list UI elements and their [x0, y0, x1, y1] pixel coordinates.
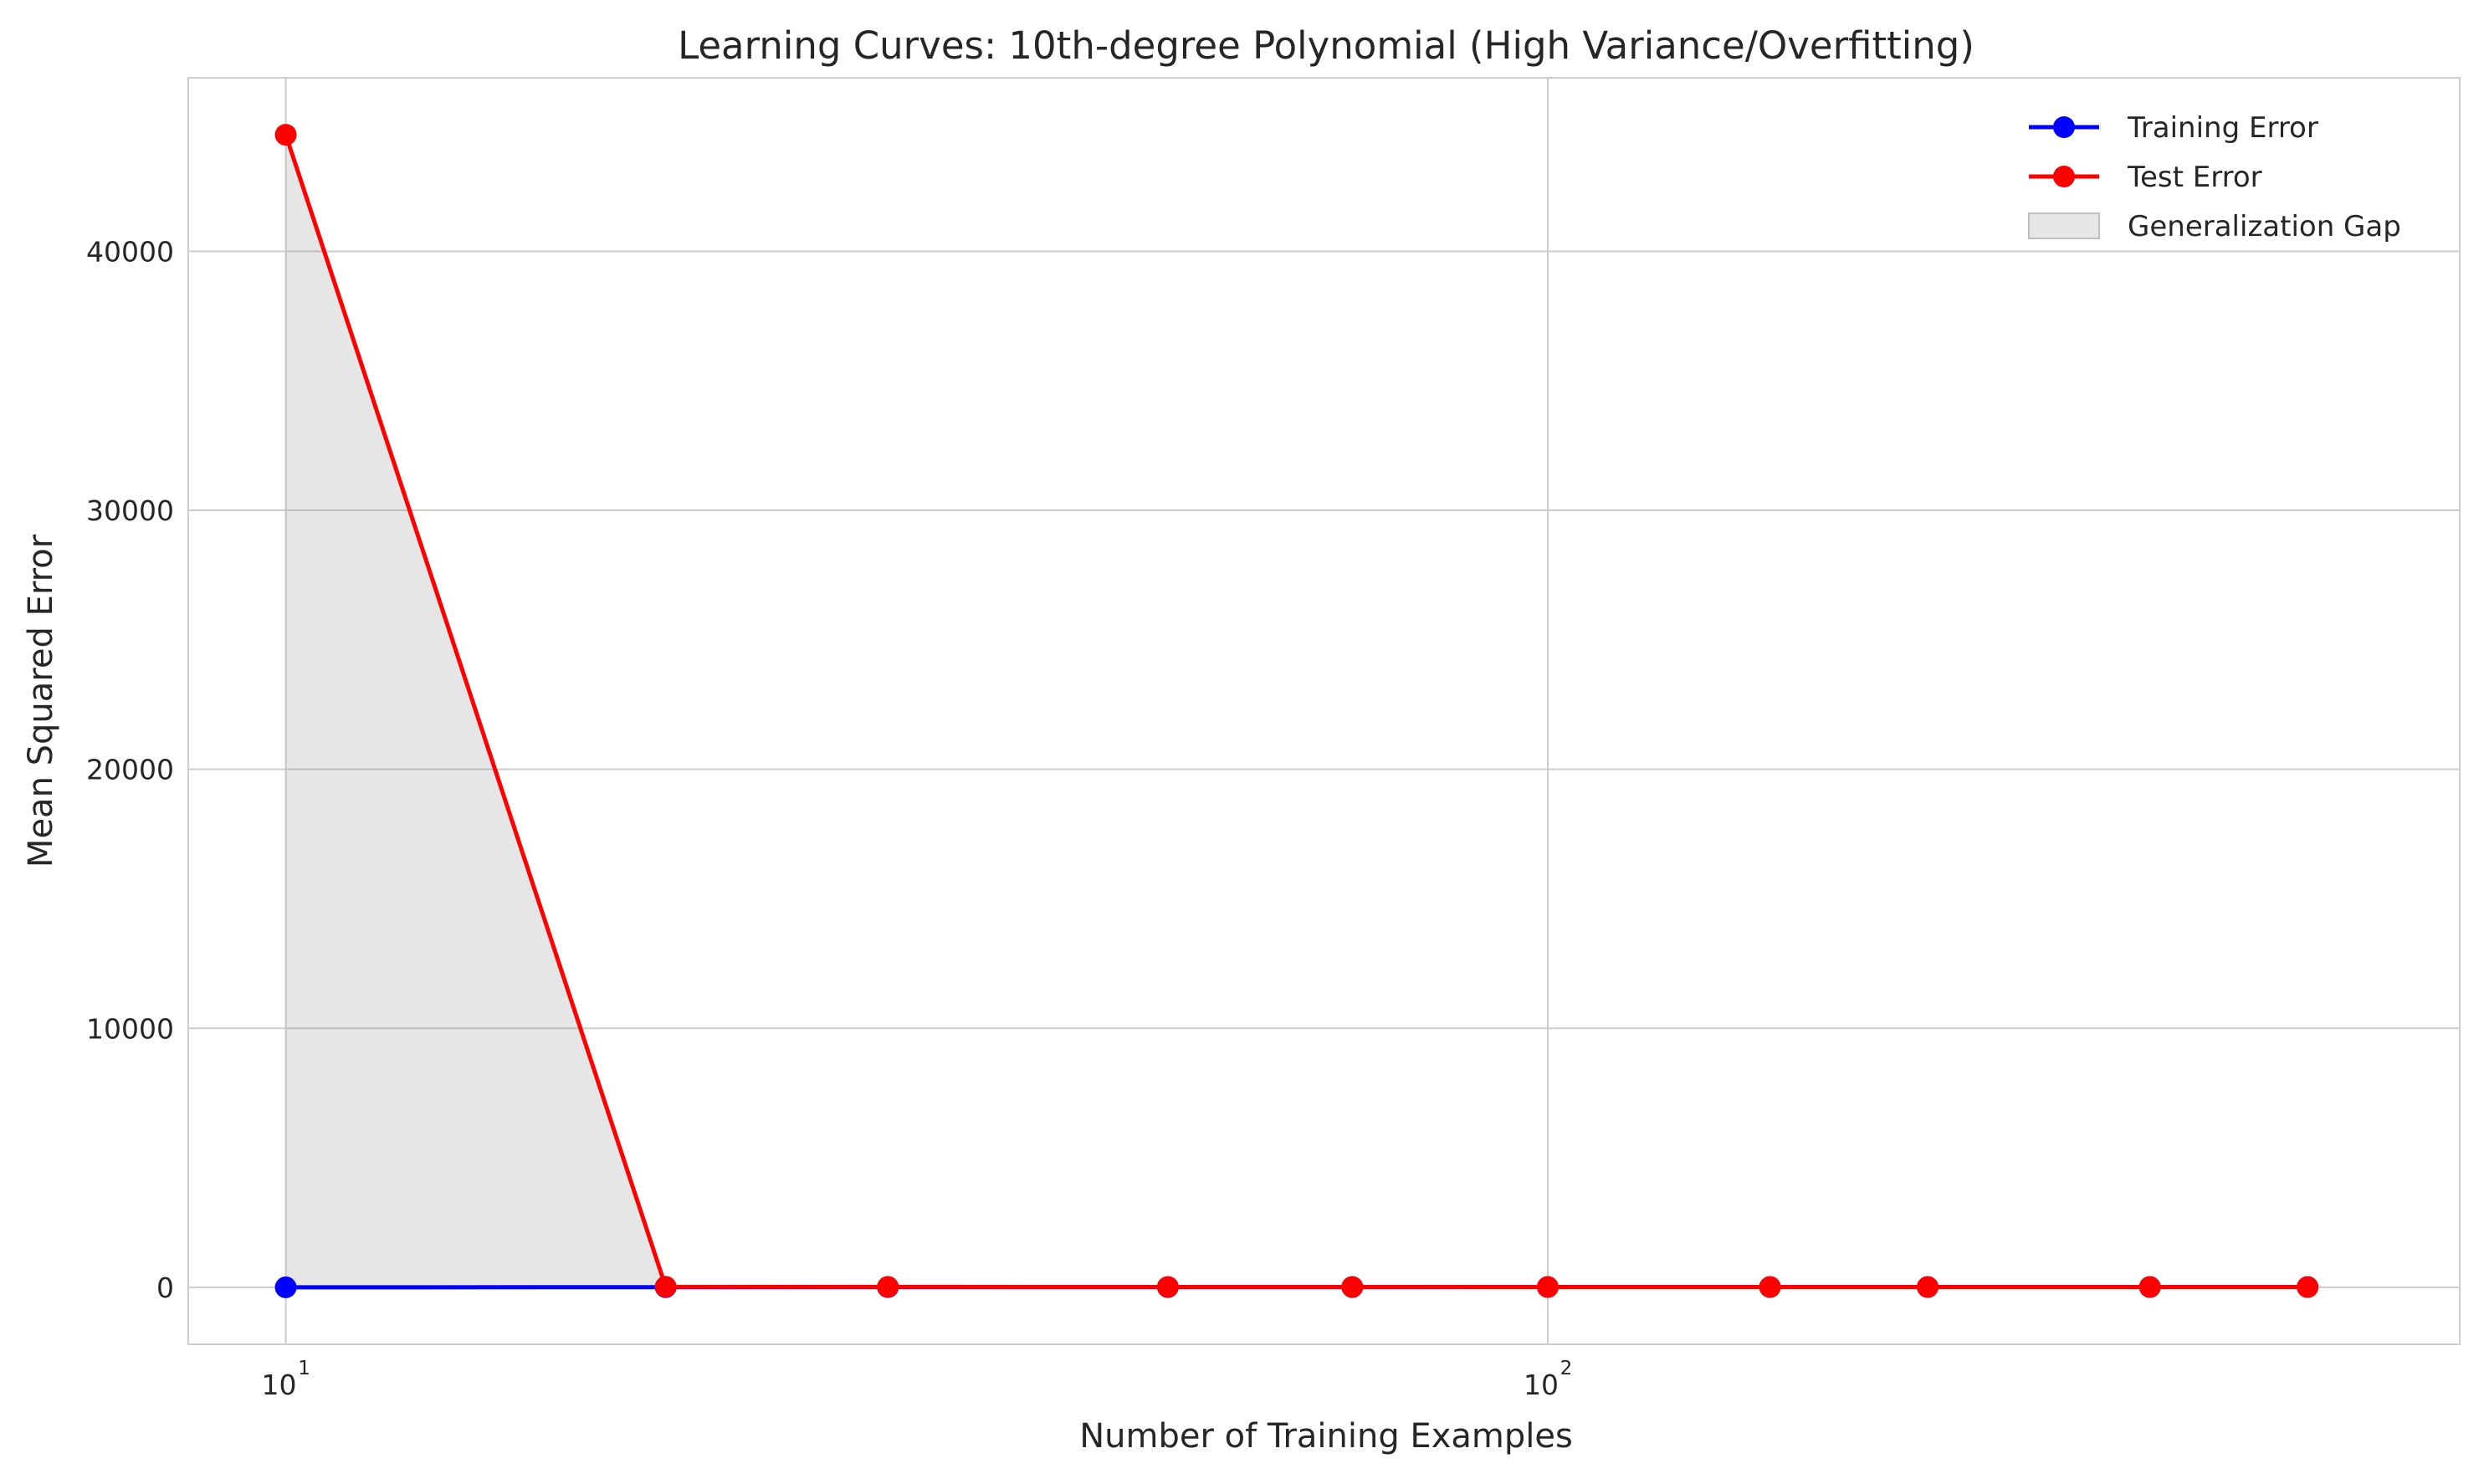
test-error-point	[1537, 1277, 1559, 1298]
test-error-point	[2297, 1277, 2318, 1298]
legend-marker	[2053, 116, 2075, 138]
x-tick-exponent: 2	[1560, 1358, 1573, 1379]
y-tick-label: 40000	[86, 235, 174, 268]
test-error-point	[655, 1276, 677, 1297]
legend-label: Generalization Gap	[2128, 210, 2401, 243]
x-tick-exponent: 1	[298, 1358, 310, 1379]
y-tick-label: 10000	[86, 1012, 174, 1045]
y-tick-label: 0	[156, 1272, 174, 1304]
legend-label: Training Error	[2127, 111, 2318, 145]
training-error-point	[275, 1277, 297, 1298]
test-error-point	[1917, 1277, 1939, 1298]
x-axis-label: Number of Training Examples	[1079, 1417, 1573, 1456]
x-tick-base: 10	[1524, 1369, 1559, 1401]
test-error-point	[2139, 1277, 2161, 1298]
y-tick-label: 20000	[86, 754, 174, 786]
test-error-point	[877, 1276, 899, 1297]
y-tick-label: 30000	[86, 494, 174, 527]
test-error-point	[275, 124, 297, 146]
legend-swatch	[2029, 213, 2099, 238]
test-error-point	[1759, 1277, 1781, 1298]
x-tick-base: 10	[262, 1369, 297, 1401]
legend-label: Test Error	[2127, 161, 2262, 194]
test-error-point	[1341, 1276, 1363, 1297]
legend-marker	[2053, 166, 2075, 187]
y-axis-label: Mean Squared Error	[22, 534, 60, 867]
chart-title: Learning Curves: 10th-degree Polynomial …	[678, 23, 1974, 68]
legend-item-generalization-gap: Generalization Gap	[2029, 210, 2401, 243]
test-error-point	[1157, 1276, 1179, 1297]
